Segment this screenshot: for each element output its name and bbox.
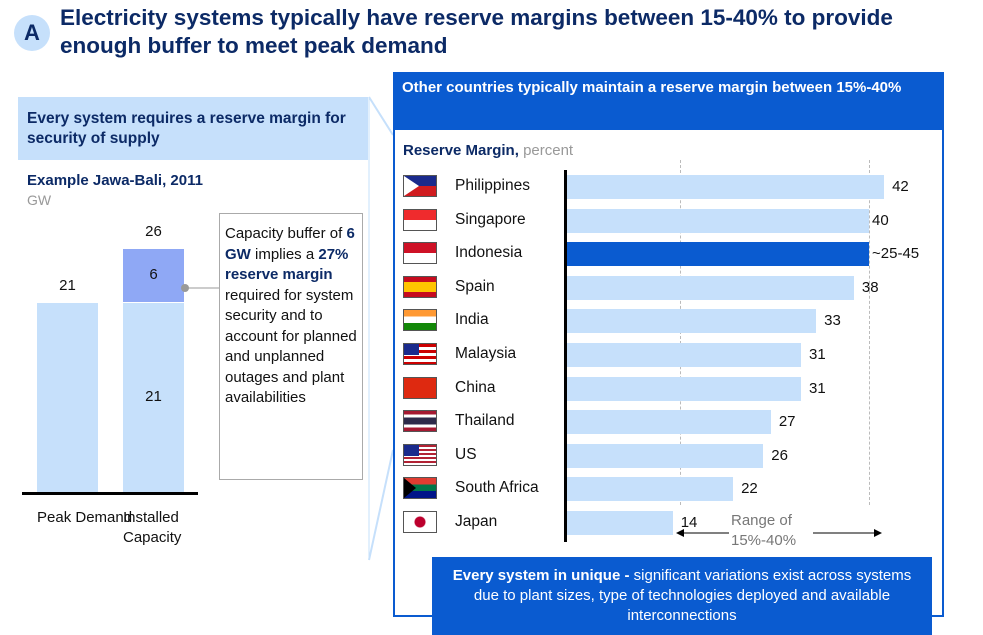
value-label: 14 [680,514,698,531]
chart-row: Malaysia 31 [403,340,943,370]
value-label: 31 [809,346,826,363]
range-text: Range of 15%-40% [731,512,797,549]
page-title: Electricity systems typically have reser… [60,5,893,58]
chart-row: India 33 [403,306,943,336]
gridline [869,160,870,505]
flag-japan-icon [403,511,437,533]
y-axis [564,170,567,542]
chart-row: Philippines 42 [403,172,943,202]
base-label: 21 [145,387,162,405]
flag-thailand-icon [403,410,437,433]
callout-text: required for system security and to acco… [225,286,357,407]
left-chart-baseline [22,492,198,495]
chart-row: US 26 [403,441,943,471]
bar [567,208,869,233]
country-label: South Africa [455,479,539,497]
flag-south-africa-icon [403,477,437,500]
country-label: Philippines [455,177,530,194]
left-chart-unit: GW [27,192,52,208]
chart-title: Reserve Margin, [403,142,519,159]
value-label: 26 [771,446,788,464]
chart-row: Japan 14 [403,508,943,538]
chart-unit: percent [523,142,574,159]
flag-spain-icon [403,275,437,298]
left-panel-header: Every system requires a reserve margin f… [18,97,368,160]
value-label: 27 [778,413,796,431]
value-label: 40 [872,211,889,229]
country-label: Singapore [455,210,526,228]
category-label: Installed Capacity [123,509,182,546]
value-label: 33 [824,312,841,330]
category-label: Peak Demand [37,509,133,526]
flag-philippines-icon [403,175,437,197]
bar [567,511,673,535]
callout-box: Capacity buffer of 6 GW implies a 27% re… [219,213,363,480]
bar-buffer [123,249,184,302]
total-label: 21 [59,277,76,294]
flag-us-icon [403,443,437,466]
flag-malaysia-icon [403,343,437,365]
value-label: 22 [741,480,758,498]
bar [567,443,764,468]
value-label: ~25-45 [872,245,920,263]
chart-row: Indonesia ~25-45 [403,239,943,269]
flag-china-icon [403,376,437,399]
buffer-label: 6 [149,266,158,283]
chart-row: South Africa 22 [403,474,943,504]
country-label: India [455,311,489,329]
bar [567,477,734,502]
right-panel-header: Other countries typically maintain a res… [393,72,944,130]
value-label: 38 [861,278,879,296]
country-label: Malaysia [455,345,517,362]
callout-text: Capacity buffer of [225,225,347,242]
country-label: Japan [455,513,498,530]
country-label: US [455,445,477,463]
total-label: 26 [145,223,162,240]
range-label: Range of 15%-40% [729,511,813,551]
callout-bold: 6 GW [225,225,355,263]
callout-bold: 27% reserve margin [225,245,349,284]
callout-connector [181,284,220,292]
section-badge: A [14,15,50,51]
left-chart-title: Example Jawa-Bali, 2011 [27,172,203,189]
bar [567,275,854,300]
chart-row: Thailand 27 [403,407,943,437]
bar [567,242,869,267]
flag-indonesia-icon [403,242,437,265]
chart-row: Singapore 40 [403,206,943,236]
country-label: Thailand [455,412,515,430]
note-bold: Every system in unique - [452,567,630,584]
bar [567,343,802,367]
country-label: Indonesia [455,244,523,262]
right-chart-title: Reserve Margin, percent [403,142,573,159]
value-label: 42 [892,178,909,195]
bar [567,175,885,199]
country-label: China [455,378,496,396]
bar [567,309,817,334]
callout-text: implies a [250,245,319,263]
flag-india-icon [403,309,437,332]
bar-base [37,303,98,492]
note-text: significant variations exist across syst… [473,567,912,624]
chart-row: Spain 38 [403,273,943,303]
flag-singapore-icon [403,208,437,231]
chart-row: China 31 [403,374,943,404]
bar-base [123,303,184,492]
summary-note: Every system in unique - significant var… [432,557,932,635]
country-label: Spain [455,277,495,295]
bar [567,376,802,401]
bar [567,410,771,435]
value-label: 31 [809,379,826,397]
